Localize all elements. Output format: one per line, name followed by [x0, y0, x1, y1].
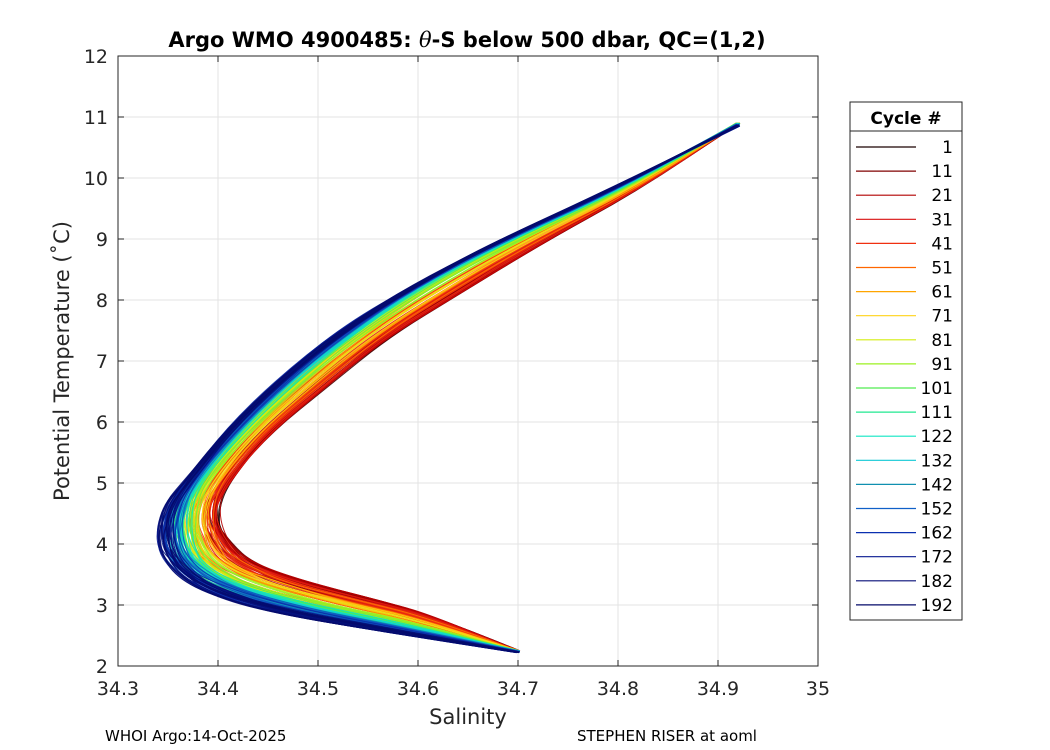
grid-lines	[117, 55, 819, 667]
profile-line	[188, 122, 739, 652]
legend-label: 152	[921, 500, 953, 520]
profile-line	[194, 122, 741, 652]
y-tick-label: 12	[84, 46, 108, 68]
legend-title: Cycle #	[870, 109, 941, 129]
profile-lines	[156, 122, 741, 654]
x-tick-label: 34.8	[597, 678, 639, 700]
legend-label: 192	[921, 596, 953, 616]
profile-line	[172, 124, 740, 653]
legend-box	[849, 101, 963, 621]
x-axis-label: Salinity	[429, 705, 507, 729]
legend-label: 61	[931, 283, 953, 303]
y-tick-label: 9	[96, 229, 108, 251]
profile-line	[167, 124, 740, 653]
legend-label: 111	[921, 403, 953, 423]
x-tick-label: 34.5	[297, 678, 339, 700]
profile-line	[213, 122, 737, 652]
y-tick-label: 4	[96, 534, 108, 556]
chart-title: Argo WMO 4900485: θ-S below 500 dbar, QC…	[168, 28, 765, 52]
y-tick-label: 2	[96, 656, 108, 678]
y-tick-label: 11	[84, 107, 108, 129]
profile-line	[171, 124, 739, 653]
legend-label: 101	[921, 379, 953, 399]
legend-label: 1	[942, 138, 953, 158]
profile-line	[190, 122, 741, 652]
y-tick-label: 8	[96, 290, 108, 312]
legend-label: 51	[931, 259, 953, 279]
y-axis-label: Potential Temperature (˚C)	[50, 221, 74, 501]
profile-line	[191, 122, 739, 652]
profile-line	[158, 125, 739, 654]
footer-left: WHOI Argo:14-Oct-2025	[105, 727, 286, 745]
x-tick-label: 34.7	[497, 678, 539, 700]
legend-label: 182	[921, 572, 953, 592]
legend-label: 81	[931, 331, 953, 351]
legend-label: 31	[931, 210, 953, 230]
legend-label: 172	[921, 548, 953, 568]
profile-line	[172, 124, 739, 653]
y-tick-label: 5	[96, 473, 108, 495]
x-tick-label: 34.3	[97, 678, 139, 700]
y-tick-label: 10	[84, 168, 108, 190]
legend-label: 91	[931, 355, 953, 375]
legend-label: 162	[921, 524, 953, 544]
y-tick-label: 3	[96, 595, 108, 617]
y-tick-label: 6	[96, 412, 108, 434]
x-tick-label: 34.6	[397, 678, 439, 700]
profile-line	[214, 122, 739, 652]
x-tick-label: 35	[806, 678, 830, 700]
profile-line	[172, 124, 737, 653]
legend-label: 71	[931, 307, 953, 327]
legend-label: 132	[921, 451, 953, 471]
legend-label: 11	[931, 162, 953, 182]
legend-label: 122	[921, 427, 953, 447]
x-tick-label: 34.4	[197, 678, 239, 700]
profile-line	[181, 123, 738, 652]
footer-right: STEPHEN RISER at aoml	[577, 727, 757, 745]
profile-line	[171, 124, 740, 653]
y-tick-label: 7	[96, 351, 108, 373]
x-axis-ticks: 34.3 34.4 34.5 34.6 34.7 34.8 34.9 35	[97, 56, 830, 700]
legend-label: 21	[931, 186, 953, 206]
y-axis-ticks: 2 3 4 5 6 7 8 9 10 11 12	[84, 46, 818, 678]
x-tick-label: 34.9	[697, 678, 739, 700]
profile-line	[165, 124, 739, 653]
legend-items: 1112131415161718191101111122132142152162…	[856, 138, 953, 616]
legend: Cycle # 11121314151617181911011111221321…	[849, 101, 963, 621]
legend-label: 41	[931, 234, 953, 254]
profile-line	[203, 122, 739, 652]
profile-line	[172, 124, 737, 653]
legend-label: 142	[921, 475, 953, 495]
profile-line	[198, 122, 738, 652]
